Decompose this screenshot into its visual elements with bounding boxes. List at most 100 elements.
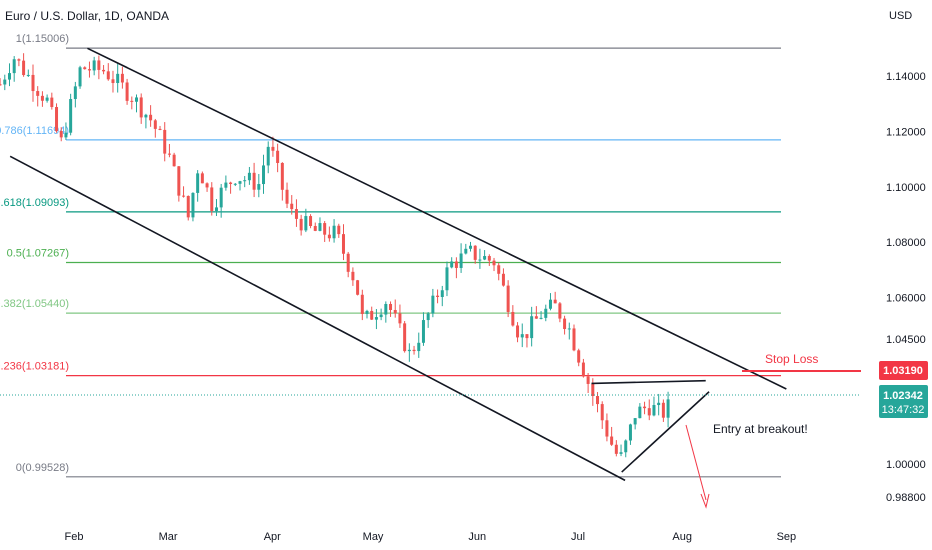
- projection-arrow-shaft: [685, 424, 707, 501]
- candle-body: [153, 120, 157, 129]
- candle-body: [572, 328, 576, 351]
- candle-body: [50, 97, 54, 108]
- candle-body: [120, 73, 124, 83]
- candle-body: [3, 79, 7, 85]
- candle-body: [506, 285, 510, 312]
- candle-body: [224, 182, 228, 188]
- candle-body: [22, 60, 26, 76]
- candle-body: [600, 404, 604, 421]
- last-price-text: 1.02342: [883, 390, 923, 402]
- candle-body: [346, 253, 350, 272]
- candle-body: [92, 60, 96, 71]
- candle-body: [167, 153, 171, 155]
- candle-body: [370, 310, 374, 320]
- candle-body: [464, 248, 468, 254]
- candle-body: [102, 69, 106, 72]
- candle-body: [233, 183, 237, 185]
- candle-body: [73, 86, 77, 100]
- candle-body: [492, 260, 496, 266]
- candle-body: [591, 383, 595, 397]
- candle-body: [262, 165, 266, 185]
- price-tick-label: 1.12000: [886, 126, 926, 138]
- candle-body: [459, 253, 463, 268]
- candle-body: [412, 349, 416, 352]
- candle-body: [365, 310, 369, 314]
- candle-body: [403, 323, 407, 352]
- candle-body: [652, 405, 656, 416]
- candle-body: [64, 132, 68, 138]
- candle-body: [605, 420, 609, 437]
- fib-level-label: 0.236(1.03181): [0, 361, 69, 373]
- candle-body: [628, 424, 632, 441]
- fib-level-label: 0.382(1.05440): [0, 298, 69, 310]
- stop-loss-price-text: 1.03190: [883, 365, 923, 377]
- time-axis-label: Sep: [777, 531, 797, 543]
- candle-body: [266, 146, 270, 166]
- last-price-badge-bg: [879, 385, 928, 418]
- trendline-channel-lower[interactable]: [9, 155, 626, 482]
- trendline-triangle-bottom[interactable]: [621, 391, 710, 473]
- candle-body: [238, 181, 242, 184]
- candle-body: [106, 71, 110, 80]
- candle-body: [257, 184, 261, 190]
- price-tick-label: 1.10000: [886, 182, 926, 194]
- trendline-triangle-top[interactable]: [591, 379, 706, 385]
- candle-body: [219, 187, 223, 208]
- candle-body: [389, 303, 393, 310]
- candle-body: [247, 172, 251, 181]
- candle-body: [318, 223, 322, 231]
- fib-retracement-labels: 1(1.15006) 0.786(1.11694) 0.618(1.09093) 0.…: [0, 33, 69, 474]
- trendlines[interactable]: [9, 47, 787, 482]
- fib-level-label: 0.5(1.07267): [7, 247, 69, 259]
- candle-body: [97, 60, 101, 70]
- candle-body: [332, 225, 336, 239]
- candle-body: [290, 203, 294, 210]
- time-axis-label: May: [363, 531, 384, 543]
- time-axis-label: Jun: [468, 531, 486, 543]
- candle-body: [520, 334, 524, 338]
- candle-body: [539, 317, 543, 319]
- candle-body: [431, 295, 435, 314]
- candle-body: [497, 265, 501, 274]
- price-axis-currency: USD: [889, 10, 912, 22]
- time-axis-labels: Feb Mar Apr May Jun Jul Aug Sep: [65, 531, 797, 543]
- candle-body: [501, 273, 505, 286]
- candle-body: [36, 91, 40, 96]
- candle-body: [186, 195, 190, 218]
- candle-body: [177, 166, 181, 196]
- candle-body: [647, 408, 651, 416]
- candle-body: [421, 320, 425, 343]
- candle-body: [473, 245, 477, 260]
- candle-body: [563, 318, 567, 330]
- candle-body: [55, 107, 59, 132]
- price-axis-panel[interactable]: [861, 0, 932, 550]
- candle-body: [200, 173, 204, 184]
- candle-body: [299, 218, 303, 231]
- candle-body: [450, 261, 454, 268]
- price-tick-label: 1.04500: [886, 334, 926, 346]
- candle-body: [7, 73, 11, 80]
- fib-level-label: 0.618(1.09093): [0, 197, 69, 209]
- candle-body: [374, 317, 378, 320]
- candle-body: [59, 131, 63, 138]
- candle-body: [534, 316, 538, 319]
- projection-arrow-head: [700, 493, 710, 509]
- candle-body: [327, 234, 331, 239]
- candle-body: [577, 350, 581, 363]
- candle-body: [271, 146, 275, 151]
- price-tick-label: 1.08000: [886, 237, 926, 249]
- candle-body: [17, 59, 21, 61]
- candle-body: [379, 314, 383, 318]
- candle-body: [393, 309, 397, 314]
- candle-body: [139, 97, 143, 118]
- price-tick-label: 1.14000: [886, 71, 926, 83]
- candle-body: [0, 84, 2, 86]
- candle-body: [158, 128, 162, 130]
- candle-body: [360, 294, 364, 314]
- candle-body: [83, 67, 87, 70]
- candle-body: [337, 225, 341, 235]
- trendline-channel-upper[interactable]: [87, 47, 787, 390]
- candle-body: [525, 334, 529, 339]
- candle-body: [553, 299, 557, 304]
